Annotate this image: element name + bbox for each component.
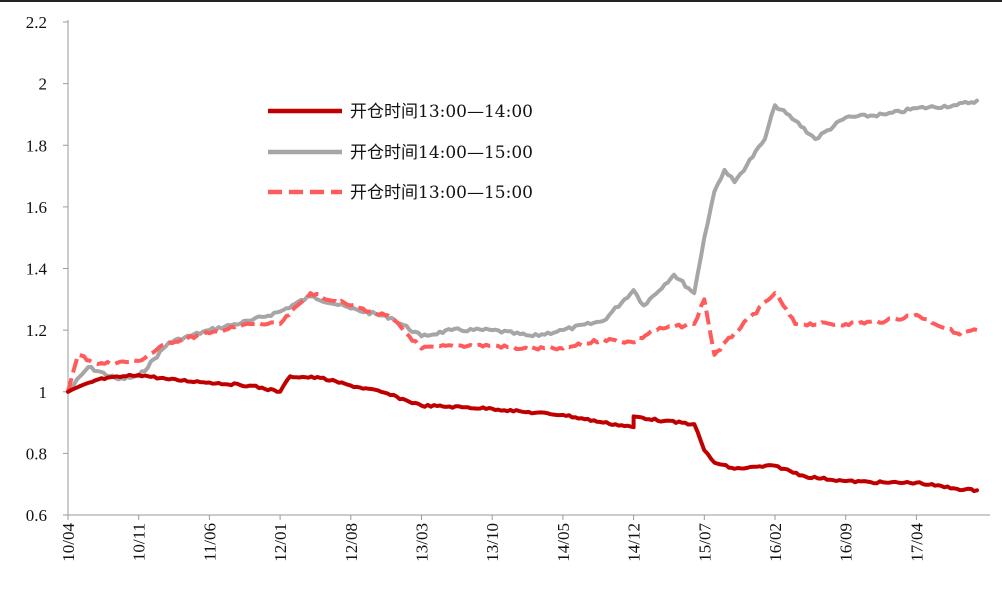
series-line-2 (66, 98, 979, 394)
x-tick-label: 17/04 (907, 523, 926, 562)
y-tick-label: 1.2 (26, 321, 47, 340)
series-line-1 (66, 372, 979, 494)
legend: 开仓时间13:00—14:00 开仓时间14:00—15:00 开仓时间13:00—… (268, 102, 533, 203)
y-tick-label: 0.8 (26, 444, 47, 463)
legend-label-1: 开仓时间13:00—14:00 (350, 102, 533, 122)
series-line-3 (66, 291, 978, 393)
legend-label-3: 开仓时间13:00—15:00 (350, 183, 533, 203)
x-tick-label: 11/06 (200, 523, 219, 561)
x-tick-label: 10/11 (130, 523, 149, 561)
x-tick-label: 13/10 (483, 523, 502, 562)
x-tick-label: 14/05 (554, 523, 573, 562)
y-tick-label: 0.6 (26, 506, 47, 525)
x-axis: 10/04 10/11 11/06 12/01 12/08 13/03 13/10 14/05… (59, 514, 990, 562)
x-tick-label: 14/12 (625, 523, 644, 562)
x-tick-label: 15/07 (695, 523, 714, 562)
x-tick-label: 16/02 (766, 523, 785, 562)
x-tick-label: 13/03 (413, 523, 432, 562)
y-tick-label: 2 (39, 75, 48, 94)
x-tick-label: 12/08 (342, 523, 361, 562)
x-tick-label: 16/09 (837, 523, 856, 562)
legend-label-2: 开仓时间14:00—15:00 (350, 143, 533, 163)
x-tick-label: 12/01 (271, 523, 290, 562)
y-axis: 0.6 0.8 1 1.2 1.4 1.6 1.8 2 2.2 (26, 13, 69, 525)
top-border-rule (0, 0, 1002, 2)
y-tick-label: 2.2 (26, 13, 47, 32)
y-tick-label: 1.8 (26, 136, 47, 155)
y-tick-label: 1.6 (26, 198, 47, 217)
y-tick-label: 1.4 (26, 260, 48, 279)
y-tick-label: 1 (39, 383, 48, 402)
x-tick-label: 10/04 (59, 523, 78, 562)
series-layer (66, 98, 979, 494)
